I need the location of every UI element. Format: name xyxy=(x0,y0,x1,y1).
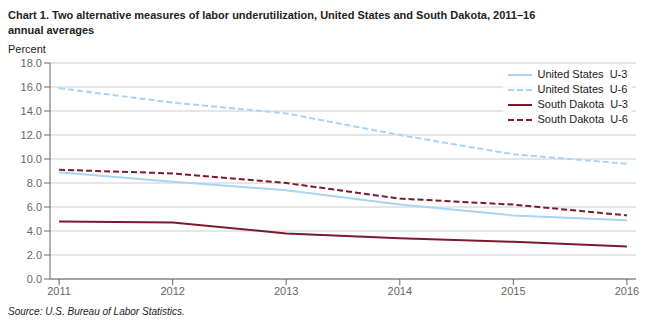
svg-text:2.0: 2.0 xyxy=(27,249,42,261)
svg-text:2012: 2012 xyxy=(160,285,184,297)
html-text:Percent: Percent xyxy=(8,43,46,55)
svg-text:2016: 2016 xyxy=(615,285,639,297)
svg-text:14.0: 14.0 xyxy=(21,105,42,117)
html-text:United States U-6: United States U-6 xyxy=(537,83,628,95)
svg-text:2013: 2013 xyxy=(274,285,298,297)
svg-text:2015: 2015 xyxy=(501,285,525,297)
html-text:annual averages: annual averages xyxy=(8,24,95,36)
svg-text:2011: 2011 xyxy=(47,285,71,297)
html-text:Source: U.S. Bureau of Labor S: Source: U.S. Bureau of Labor Statistics. xyxy=(8,306,185,317)
svg-text:18.0: 18.0 xyxy=(21,57,42,69)
html-text:South Dakota U-6: South Dakota U-6 xyxy=(537,113,628,125)
svg-text:16.0: 16.0 xyxy=(21,81,42,93)
html-text:United States U-3: United States U-3 xyxy=(537,68,628,80)
html-text:South Dakota U-3: South Dakota U-3 xyxy=(537,98,628,110)
svg-text:12.0: 12.0 xyxy=(21,129,42,141)
svg-text:10.0: 10.0 xyxy=(21,153,42,165)
svg-text:6.0: 6.0 xyxy=(27,201,42,213)
svg-text:8.0: 8.0 xyxy=(27,177,42,189)
svg-text:2014: 2014 xyxy=(388,285,412,297)
html-text:Chart 1. Two alternative measu: Chart 1. Two alternative measures of lab… xyxy=(8,9,536,21)
svg-text:0.0: 0.0 xyxy=(27,273,42,285)
svg-text:4.0: 4.0 xyxy=(27,225,42,237)
